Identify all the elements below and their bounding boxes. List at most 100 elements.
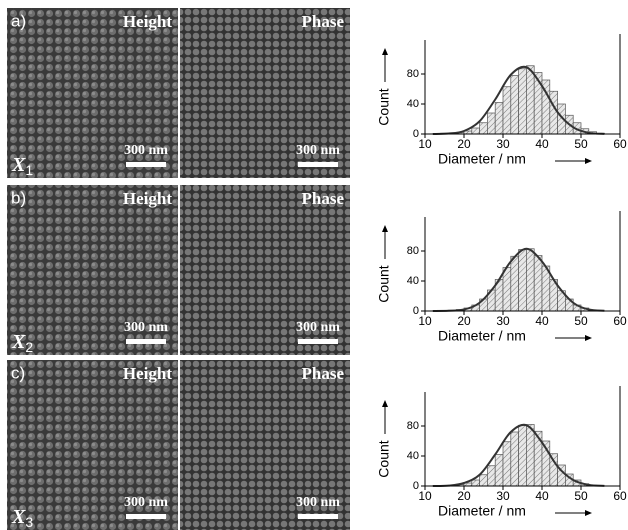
x-arrow-head	[585, 510, 592, 516]
y-tick-label: 0	[413, 128, 419, 140]
x-tick-label: 40	[535, 137, 549, 151]
scale-bar	[126, 339, 166, 344]
sample-label: X3	[11, 506, 33, 530]
x-tick-label: 10	[418, 137, 432, 151]
sample-name: X	[11, 331, 26, 353]
x-tick-label: 30	[496, 314, 510, 328]
x-tick-label: 20	[457, 137, 471, 151]
x-tick-label: 60	[613, 314, 627, 328]
scale-label: 300 nm	[124, 320, 168, 335]
height-image	[7, 8, 178, 178]
scale-bar	[298, 339, 338, 344]
y-tick-label: 40	[407, 450, 419, 462]
y-axis-label: Count	[376, 88, 392, 125]
image-title: Height	[123, 12, 172, 31]
sample-subscript: 2	[25, 339, 33, 355]
y-tick-label: 40	[407, 275, 419, 287]
height-image	[7, 360, 178, 530]
scale-label: 300 nm	[296, 495, 340, 510]
bar	[510, 431, 519, 487]
bar	[526, 248, 535, 312]
x-tick-label: 50	[574, 137, 588, 151]
bar	[526, 424, 535, 487]
y-arrow-head	[382, 225, 388, 232]
image-title: Phase	[302, 189, 345, 208]
sample-subscript: 1	[25, 162, 33, 178]
scale-label: 300 nm	[296, 320, 340, 335]
image-title: Phase	[302, 12, 345, 31]
bar	[479, 122, 488, 135]
y-tick-label: 80	[407, 245, 419, 257]
sample-name: X	[11, 154, 26, 176]
y-arrow-head	[382, 400, 388, 407]
bar	[549, 453, 558, 487]
x-arrow-head	[585, 335, 592, 341]
panel-label: c)	[11, 363, 25, 382]
x-tick-label: 30	[496, 489, 510, 503]
phase-image	[180, 360, 350, 530]
sample-subscript: 3	[25, 514, 33, 530]
image-title: Phase	[302, 364, 345, 383]
height-image	[7, 185, 178, 355]
scale-bar	[126, 514, 166, 519]
x-axis-label: Diameter / nm	[438, 151, 526, 167]
fit-curve	[432, 65, 605, 135]
x-axis-label: Diameter / nm	[438, 328, 526, 344]
phase-image	[180, 185, 350, 355]
x-tick-label: 10	[418, 489, 432, 503]
bar	[549, 90, 558, 135]
bar	[518, 424, 527, 487]
sample-name: X	[11, 506, 26, 528]
bar	[502, 86, 512, 135]
bar	[502, 441, 512, 487]
bar	[518, 249, 527, 312]
x-tick-label: 10	[418, 314, 432, 328]
sample-label: X1	[11, 154, 33, 178]
sample-label: X2	[11, 331, 33, 355]
x-tick-label: 40	[535, 489, 549, 503]
bar	[502, 267, 512, 312]
bar	[510, 75, 519, 135]
scale-label: 300 nm	[124, 143, 168, 158]
x-tick-label: 60	[613, 489, 627, 503]
x-tick-label: 40	[535, 314, 549, 328]
y-tick-label: 40	[407, 98, 419, 110]
x-tick-label: 30	[496, 137, 510, 151]
scale-label: 300 nm	[124, 495, 168, 510]
fit-curve	[432, 423, 605, 487]
bar	[518, 68, 527, 135]
y-arrow-head	[382, 48, 388, 55]
y-axis-label: Count	[376, 265, 392, 302]
x-tick-label: 60	[613, 137, 627, 151]
phase-image	[180, 8, 350, 178]
x-tick-label: 20	[457, 314, 471, 328]
bar	[487, 465, 496, 487]
y-tick-label: 80	[407, 68, 419, 80]
panel-label: b)	[11, 188, 26, 207]
bar	[526, 65, 535, 135]
image-title: Height	[123, 189, 172, 208]
image-title: Height	[123, 364, 172, 383]
bar	[471, 127, 480, 135]
scale-bar	[298, 162, 338, 167]
scale-bar	[298, 514, 338, 519]
bar	[487, 112, 496, 135]
fit-curve	[432, 247, 605, 312]
y-tick-label: 0	[413, 480, 419, 492]
y-tick-label: 0	[413, 305, 419, 317]
y-axis-label: Count	[376, 440, 392, 477]
scale-label: 300 nm	[296, 143, 340, 158]
x-arrow-head	[585, 158, 592, 164]
x-axis-label: Diameter / nm	[438, 503, 526, 519]
bar	[510, 255, 519, 312]
y-tick-label: 80	[407, 420, 419, 432]
bar	[533, 255, 543, 312]
bar	[494, 102, 504, 135]
bar	[479, 474, 488, 487]
bar	[494, 454, 504, 487]
bar	[471, 479, 480, 487]
x-tick-label: 20	[457, 489, 471, 503]
scale-bar	[126, 162, 166, 167]
x-tick-label: 50	[574, 314, 588, 328]
